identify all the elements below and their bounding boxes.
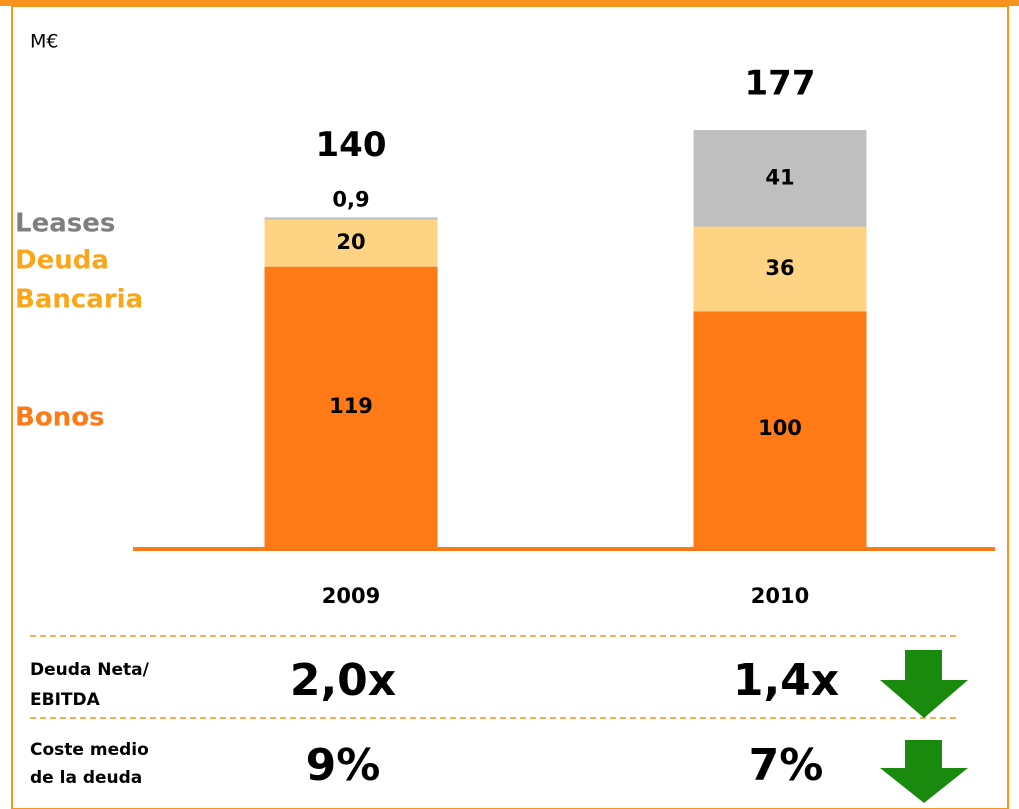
metric-label: EBITDA xyxy=(30,690,101,710)
frame xyxy=(11,5,1009,809)
legend-label: Leases xyxy=(15,209,115,239)
value-label: 0,9 xyxy=(332,187,369,211)
value-label: 119 xyxy=(329,394,373,418)
bar-segment xyxy=(693,226,867,312)
top-border xyxy=(0,0,1019,6)
legend-label: Bancaria xyxy=(15,285,143,315)
total-label: 140 xyxy=(316,125,387,165)
value-label: 100 xyxy=(758,416,802,440)
metric-label: Coste medio xyxy=(30,740,149,760)
value-label: 20 xyxy=(336,230,365,254)
bar-segment xyxy=(264,217,438,220)
unit-label: M€ xyxy=(30,31,58,53)
x-tick-label: 2010 xyxy=(751,584,809,608)
bar-segment xyxy=(693,130,867,227)
total-label: 177 xyxy=(745,64,816,104)
value-label: 36 xyxy=(765,256,794,280)
x-tick-label: 2009 xyxy=(322,584,380,608)
bar-segment xyxy=(693,311,867,547)
legend-label: Deuda xyxy=(15,246,109,276)
bar-segment xyxy=(264,219,438,267)
metric-value: 7% xyxy=(749,740,824,791)
bar-segment xyxy=(264,266,438,547)
metric-label: Deuda Neta/ xyxy=(30,660,150,680)
metric-value: 1,4x xyxy=(733,655,839,706)
metric-value: 2,0x xyxy=(290,655,396,706)
metric-value: 9% xyxy=(306,740,381,791)
legend-label: Bonos xyxy=(15,403,105,433)
down-arrow xyxy=(880,650,968,718)
down-arrow xyxy=(880,740,968,803)
value-label: 41 xyxy=(765,165,794,189)
metric-label: de la deuda xyxy=(30,768,142,788)
